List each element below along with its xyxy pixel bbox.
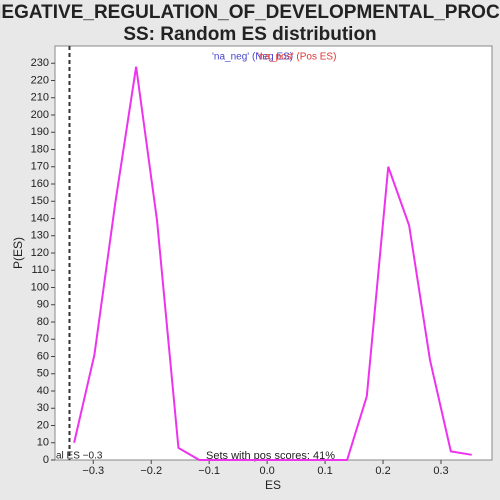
plot-area [54,45,493,461]
y-tick-label: 60 [37,350,49,362]
y-tick-label: 0 [43,454,49,466]
y-tick-label: 230 [31,57,49,69]
x-tick-label: 0.2 [375,465,390,477]
x-tick-label: −0.2 [140,465,162,477]
y-tick-label: 30 [37,402,49,414]
y-tick-label: 180 [31,143,49,155]
y-tick-label: 50 [37,368,49,380]
y-tick-label: 160 [31,178,49,190]
y-tick-label: 110 [31,264,49,276]
chart-title: SS: Random ES distribution [123,24,376,45]
y-axis-label: P(ES) [11,237,25,269]
y-tick-label: 150 [31,195,49,207]
x-tick-label: −0.1 [198,465,220,477]
actual-es-label: al ES −0.3 [56,451,103,462]
chart-title: NEGATIVE_REGULATION_OF_DEVELOPMENTAL_PRO… [0,2,500,23]
y-tick-label: 70 [37,333,49,345]
y-tick-label: 190 [31,126,49,138]
annotation: Sets with pos scores: 41% [206,450,335,462]
y-tick-label: 80 [37,316,49,328]
y-tick-label: 90 [37,299,49,311]
x-tick-label: 0.3 [433,465,448,477]
series-line [73,66,472,461]
y-tick-label: 130 [31,230,49,242]
y-tick-label: 10 [37,437,49,449]
y-tick-label: 40 [37,385,49,397]
x-tick-label: −0.3 [82,465,104,477]
x-tick-label: 0.1 [317,465,332,477]
y-tick-label: 170 [31,161,49,173]
y-tick-label: 140 [31,212,49,224]
x-axis-label: ES [265,478,281,492]
y-tick-label: 20 [37,419,49,431]
y-tick-label: 100 [31,281,49,293]
x-tick-label: 0.0 [259,465,274,477]
y-tick-label: 200 [31,109,49,121]
legend-entry: 'na_pos' (Pos ES) [257,52,336,63]
y-tick-label: 120 [31,247,49,259]
y-tick-label: 220 [31,74,49,86]
legend-entry: 'na_neg' (Neg ES) [212,52,293,63]
y-tick-label: 210 [31,92,49,104]
